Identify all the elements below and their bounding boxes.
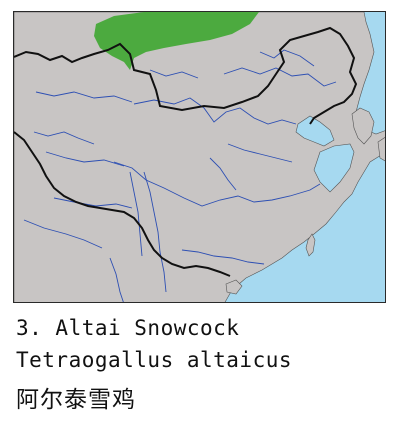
yellow-sea (313, 143, 355, 193)
scientific-name: Tetraogallus altaicus (16, 348, 293, 372)
river-mekong (143, 171, 167, 293)
rivers (23, 49, 337, 302)
river-ganges (23, 219, 103, 249)
river-north (149, 69, 199, 79)
river-han (209, 157, 237, 191)
bohai-sea (295, 115, 335, 147)
species-range-patch (94, 12, 259, 70)
river-yellow (133, 97, 297, 125)
river-tarim (35, 91, 133, 103)
southwest-border (14, 131, 231, 277)
hainan-island (225, 279, 243, 295)
river-south-a (109, 257, 124, 302)
river-brahmaputra (53, 197, 133, 209)
distribution-map (13, 11, 386, 303)
river-west-b (45, 151, 125, 167)
river-salween (129, 171, 143, 257)
river-huai (227, 143, 293, 163)
species-number-and-name: 3. Altai Snowcock (16, 316, 240, 340)
korea-peninsula (351, 107, 375, 145)
river-songhua (259, 49, 315, 67)
land-mass (14, 12, 385, 302)
japan-island (377, 136, 385, 162)
taiwan-island (305, 233, 316, 257)
river-pearl (181, 249, 265, 265)
river-heilong (223, 67, 337, 87)
map-svg (14, 12, 385, 302)
national-border (14, 26, 358, 125)
river-west-a (33, 131, 95, 145)
chinese-name: 阿尔泰雪鸡 (16, 387, 136, 413)
